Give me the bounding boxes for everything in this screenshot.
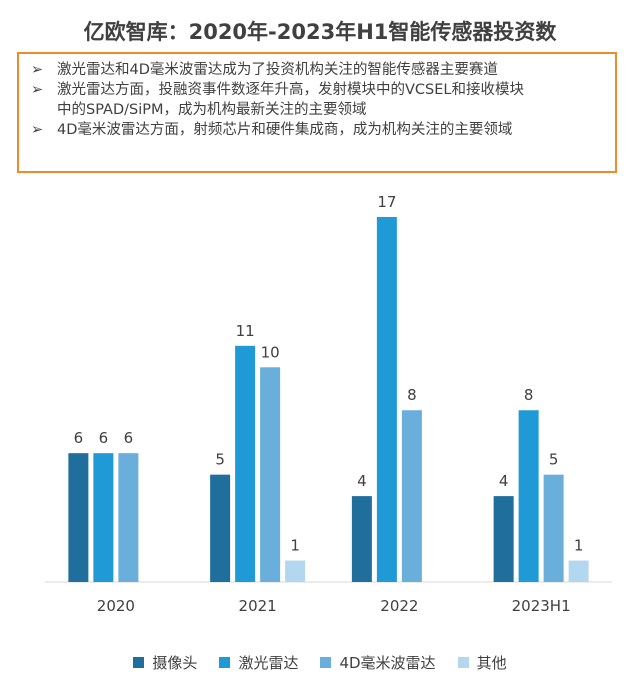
bar (351, 496, 372, 582)
data-label: 1 (574, 537, 584, 555)
chart-title: 亿欧智库：2020年-2023年H1智能传感器投资数 (83, 20, 557, 44)
chart-legend: 摄像头 激光雷达 4D毫米波雷达 其他 (0, 652, 640, 673)
legend-label: 激光雷达 (238, 654, 299, 672)
bullet-text: 4D毫米波雷达方面，射频芯片和硬件集成商，成为机构关注的主要领域 (57, 122, 513, 138)
data-label: 4 (499, 472, 509, 490)
x-tick-label: 2023H1 (512, 597, 571, 615)
legend-item: 4D毫米波雷达 (320, 652, 436, 673)
data-label: 4 (357, 472, 367, 490)
data-label: 1 (290, 537, 300, 555)
data-label: 6 (99, 429, 109, 447)
bar (285, 560, 306, 582)
bullet-item: ➢ 4D毫米波雷达方面，射频芯片和硬件集成商，成为机构关注的主要领域 (31, 120, 603, 140)
data-label: 6 (124, 429, 134, 447)
data-label: 8 (524, 386, 534, 404)
legend-swatch (133, 657, 145, 668)
bar (118, 453, 139, 582)
bar (518, 410, 539, 582)
legend-label: 4D毫米波雷达 (339, 654, 436, 672)
bullet-text: 激光雷达方面，投融资事件数逐年升高，发射模块中的VCSEL和接收模块 (57, 82, 524, 98)
data-label: 17 (377, 193, 396, 211)
arrow-bullet-icon: ➢ (31, 82, 44, 98)
bullet-item: ➢ 激光雷达和4D毫米波雷达成为了投资机构关注的智能传感器主要赛道 (31, 60, 603, 80)
bar (210, 474, 231, 582)
legend-swatch (457, 657, 469, 668)
bullet-text: 中的SPAD/SiPM，成为机构最新关注的主要领域 (57, 102, 367, 118)
data-label: 5 (549, 451, 559, 469)
legend-swatch (320, 657, 332, 668)
data-label: 6 (74, 429, 84, 447)
x-tick-label: 2020 (97, 597, 135, 615)
legend-item: 其他 (457, 652, 507, 673)
arrow-bullet-icon: ➢ (31, 122, 44, 138)
legend-item: 激光雷达 (219, 652, 298, 673)
data-label: 11 (236, 322, 255, 340)
x-tick-label: 2021 (239, 597, 277, 615)
key-points-box: ➢ 激光雷达和4D毫米波雷达成为了投资机构关注的智能传感器主要赛道 ➢ 激光雷达… (17, 52, 617, 173)
bar (68, 453, 89, 582)
bar (260, 367, 281, 582)
data-label: 8 (407, 386, 417, 404)
bar (568, 560, 589, 582)
data-label: 5 (215, 451, 225, 469)
legend-swatch (219, 657, 231, 668)
data-label: 10 (261, 343, 280, 361)
bar (543, 474, 564, 582)
bullet-text: 激光雷达和4D毫米波雷达成为了投资机构关注的智能传感器主要赛道 (57, 62, 498, 78)
x-tick-label: 2022 (380, 597, 418, 615)
bar (93, 453, 114, 582)
arrow-bullet-icon: ➢ (31, 62, 44, 78)
legend-item: 摄像头 (133, 652, 197, 673)
bar (493, 496, 514, 582)
bullet-item: ➢ 激光雷达方面，投融资事件数逐年升高，发射模块中的VCSEL和接收模块 中的S… (31, 80, 603, 120)
bar (235, 345, 256, 582)
legend-label: 摄像头 (152, 654, 198, 672)
legend-label: 其他 (476, 654, 507, 672)
bar (376, 217, 397, 582)
bar (401, 410, 422, 582)
